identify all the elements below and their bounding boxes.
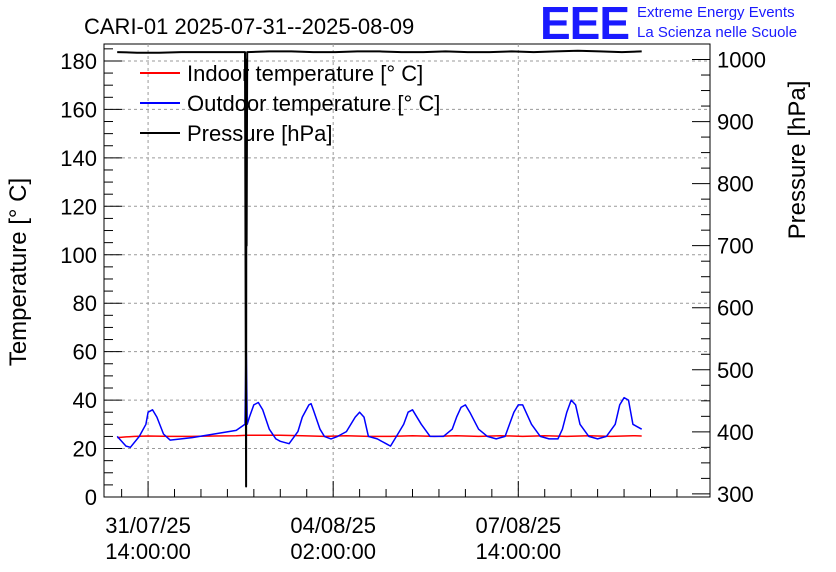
y-tick-label: 100	[60, 243, 97, 268]
y2-tick-label: 900	[717, 110, 754, 135]
y2-tick-label: 700	[717, 234, 754, 259]
y-tick-label: 20	[73, 437, 97, 462]
y-tick-label: 180	[60, 49, 97, 74]
eee-logo: EEE	[540, 0, 630, 49]
x-tick-label: 14:00:00	[475, 539, 561, 564]
axes: 0 20 40 60 80 100 120 140 160 180 300 400 500 600 700 8…	[60, 48, 766, 564]
pressure-line	[117, 49, 642, 488]
legend-label-indoor: Indoor temperature [° C]	[187, 61, 423, 86]
outdoor-temperature-line	[116, 336, 643, 449]
y2-tick-label: 300	[717, 482, 754, 507]
series-layer	[116, 49, 643, 488]
y-tick-label: 40	[73, 388, 97, 413]
y2-tick-label: 600	[717, 296, 754, 321]
y-tick-label: 160	[60, 97, 97, 122]
plot-frame	[103, 43, 711, 498]
y2-tick-label: 1000	[717, 48, 766, 73]
y-tick-label: 140	[60, 146, 97, 171]
x-tick-label: 31/07/25	[105, 513, 191, 538]
y-tick-label: 0	[85, 485, 97, 510]
y2-tick-label: 500	[717, 358, 754, 383]
legend-label-pressure: Pressure [hPa]	[187, 121, 333, 146]
x-tick-label: 14:00:00	[105, 539, 191, 564]
chart-title: CARI-01 2025-07-31--2025-08-09	[84, 14, 414, 39]
y-tick-label: 60	[73, 340, 97, 365]
y-tick-label: 120	[60, 194, 97, 219]
y-axis-label: Temperature [° C]	[5, 178, 32, 366]
legend-label-outdoor: Outdoor temperature [° C]	[187, 91, 440, 116]
grid	[104, 44, 710, 497]
y-tick-label: 80	[73, 291, 97, 316]
legend: Indoor temperature [° C] Outdoor tempera…	[140, 61, 440, 146]
x-tick-label: 02:00:00	[290, 539, 376, 564]
logo-subtitle-1: Extreme Energy Events	[637, 4, 795, 21]
logo-subtitle-2: La Scienza nelle Scuole	[637, 24, 798, 41]
y2-axis-label: Pressure [hPa]	[784, 81, 811, 240]
x-tick-label: 04/08/25	[290, 513, 376, 538]
x-tick-label: 07/08/25	[475, 513, 561, 538]
y2-tick-label: 800	[717, 172, 754, 197]
indoor-temperature-line	[117, 434, 642, 439]
y2-tick-label: 400	[717, 420, 754, 445]
